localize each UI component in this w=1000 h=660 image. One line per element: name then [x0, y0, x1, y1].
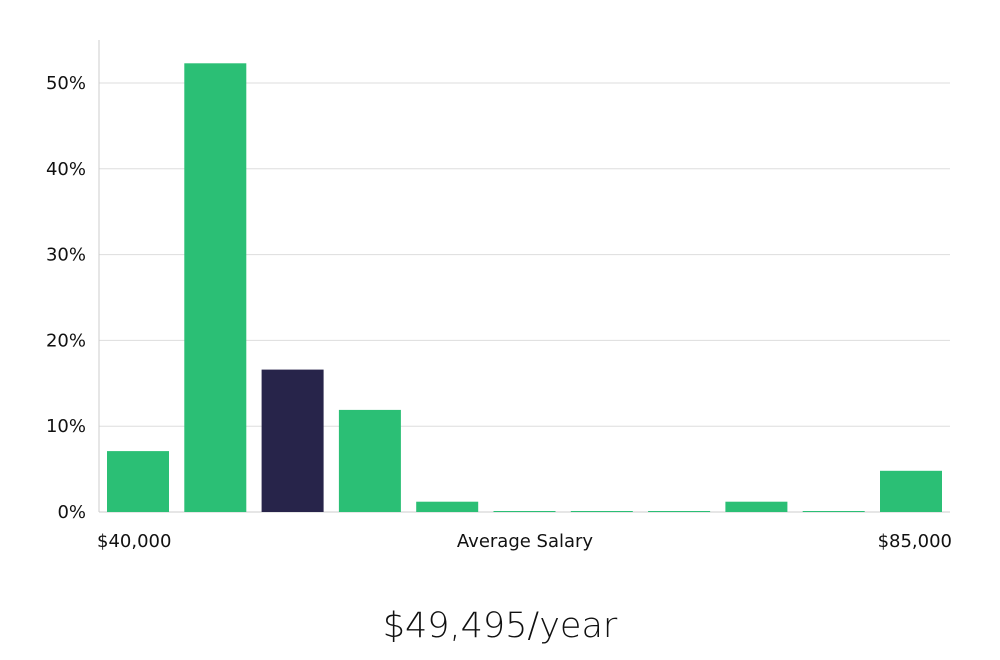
y-tick-label-30: 30%	[46, 245, 86, 266]
y-tick-label-10: 10%	[46, 416, 86, 437]
bar	[802, 511, 865, 512]
bar	[648, 511, 711, 512]
bar	[416, 501, 479, 512]
x-axis-labels: $40,000 Average Salary $85,000	[97, 531, 952, 552]
bars	[107, 63, 942, 513]
bar	[107, 451, 169, 512]
bar-highlighted	[261, 369, 324, 512]
y-tick-label-20: 20%	[46, 330, 86, 351]
average-salary-value: $49,495/year	[382, 606, 618, 646]
bar	[184, 63, 247, 513]
bar	[880, 470, 942, 512]
bar	[493, 511, 556, 512]
y-tick-labels: 0% 10% 20% 30% 40% 50%	[46, 73, 86, 523]
y-tick-label-50: 50%	[46, 73, 86, 94]
bar	[725, 501, 788, 512]
bar	[570, 511, 633, 512]
y-tick-label-40: 40%	[46, 159, 86, 180]
x-min-label: $40,000	[97, 531, 171, 552]
bar	[338, 409, 401, 512]
x-axis-title: Average Salary	[457, 531, 594, 552]
x-max-label: $85,000	[878, 531, 952, 552]
y-tick-label-0: 0%	[57, 502, 86, 523]
